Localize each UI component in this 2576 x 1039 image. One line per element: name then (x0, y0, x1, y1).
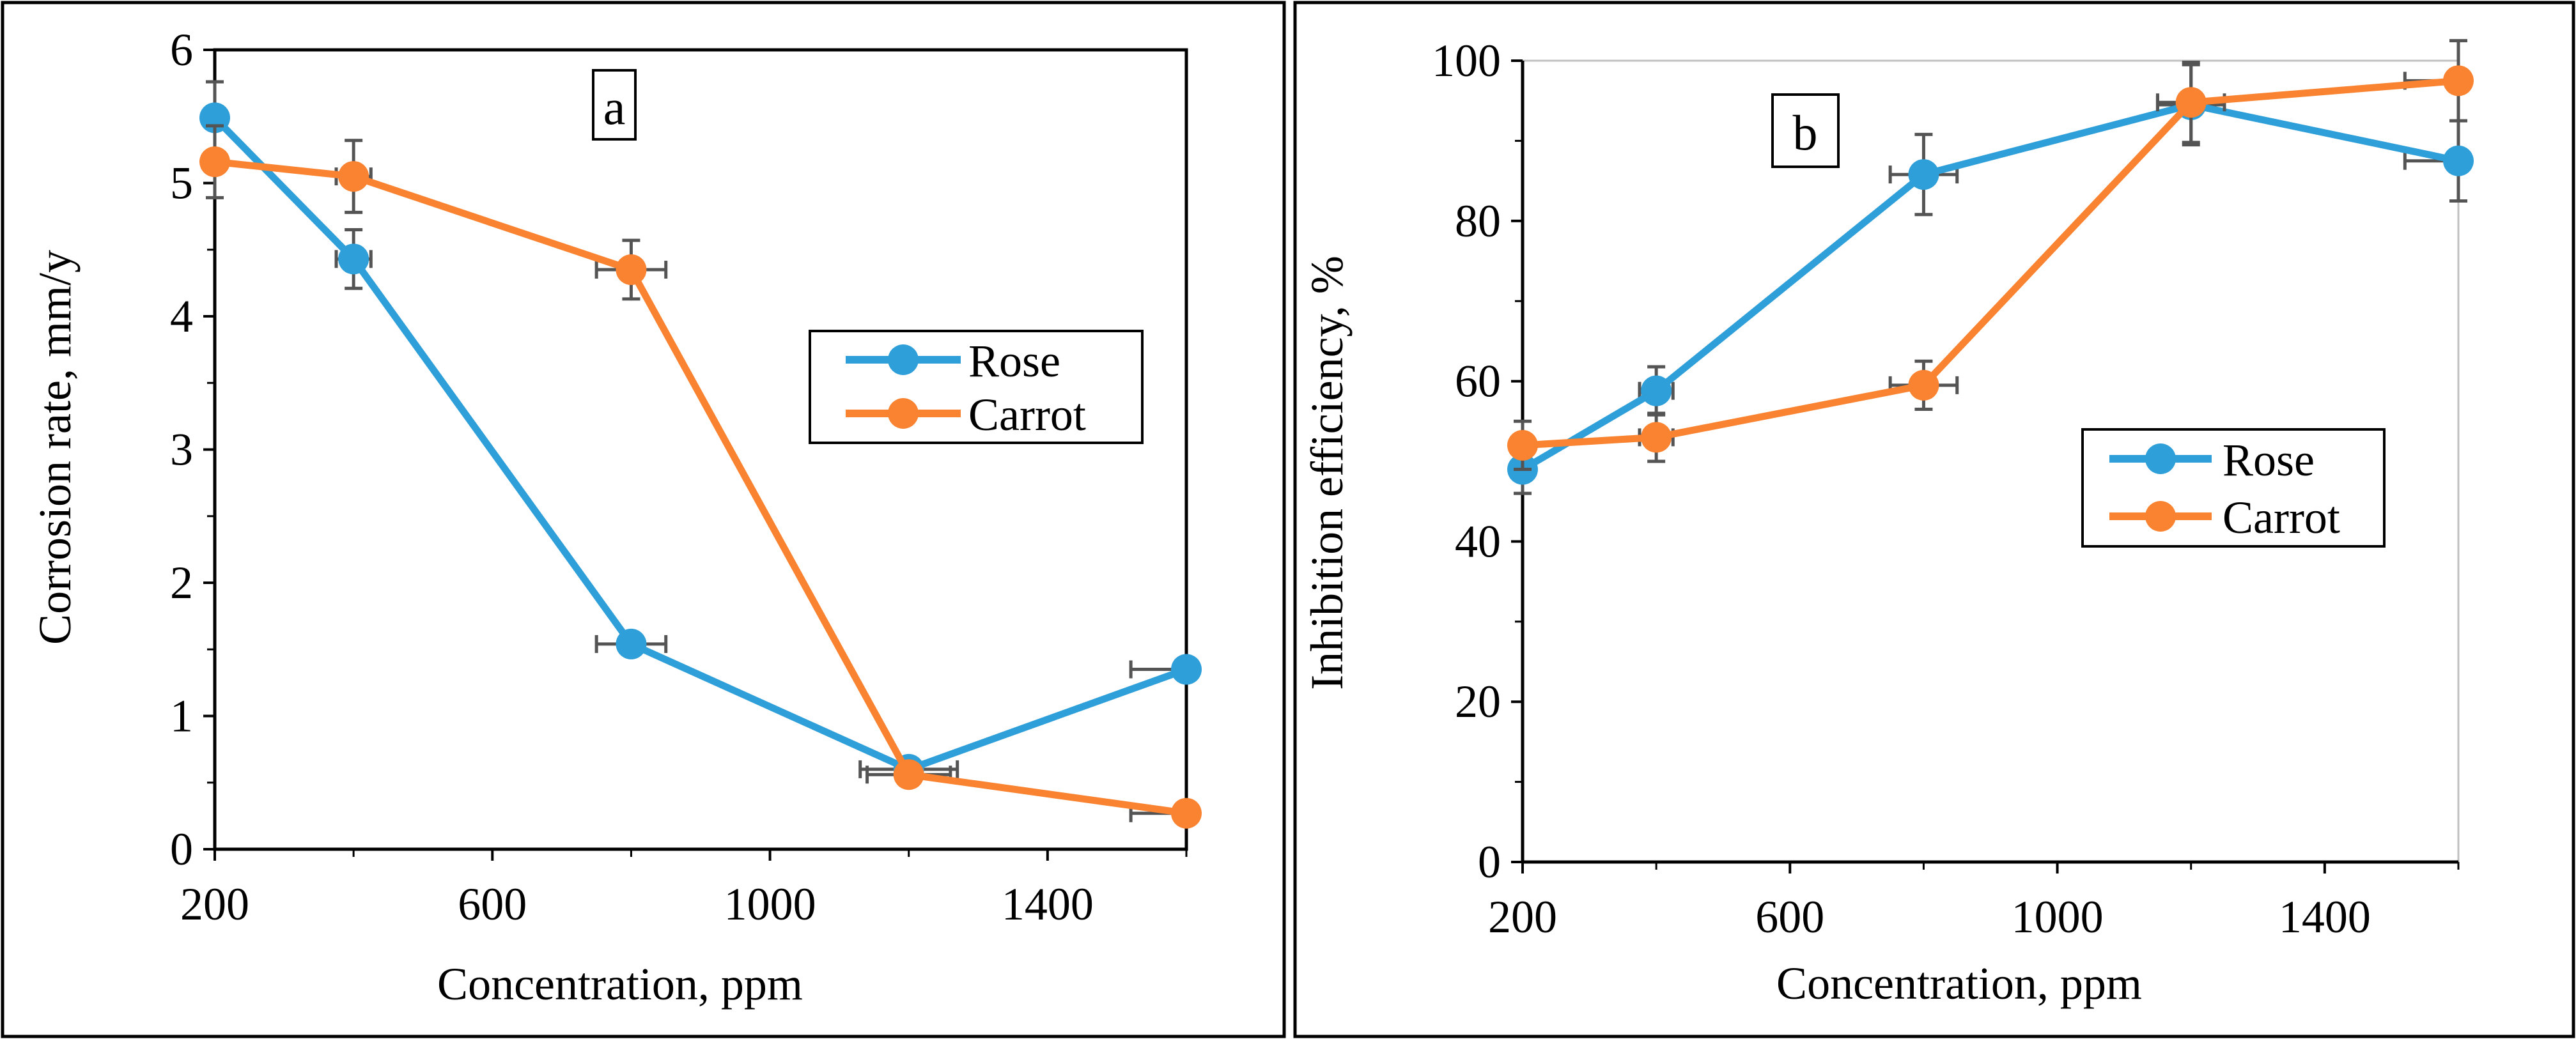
panel-b-legend: Rose Carrot (2081, 428, 2386, 548)
panel-a-legend-rose-marker (888, 344, 919, 375)
panel-b-label-box (1771, 93, 1840, 168)
panel-b-y-tick-label: 0 (1478, 836, 1501, 888)
panel-b-chart: 0 20 40 60 80 100 200 600 1000 1400 b Concentrati… (1301, 35, 2474, 1009)
panel-b-x-axis-title: Concentration, ppm (1776, 958, 2142, 1009)
panel-a-carrot-point (1171, 797, 1202, 829)
panel-a-y-tick-label: 6 (170, 24, 193, 75)
panel-a-legend-carrot-label: Carrot (968, 389, 1086, 440)
panel-a-y-tick-label: 3 (170, 424, 193, 475)
panel-a-rose-point (616, 628, 647, 659)
panel-b-y-tick-label: 80 (1455, 196, 1501, 247)
panel-a-legend-rose-label: Rose (968, 335, 1060, 387)
panel-b-carrot-point (2443, 65, 2474, 96)
panel-a-y-axis-title: Corrosion rate, mm/y (29, 250, 81, 645)
panel-b-frame (1293, 1, 2575, 1038)
panel-a-y-tick-label: 2 (170, 557, 193, 608)
panel-a-chart: 0 1 2 3 4 5 6 200 600 1000 1400 a Concentration, p… (29, 24, 1202, 1010)
panel-b-legend-carrot-marker (2145, 501, 2176, 532)
panel-a-x-tick-label: 1400 (1002, 879, 1094, 930)
panel-a-frame (1, 1, 1286, 1038)
panel-a-label: a (603, 79, 626, 135)
panel-a-rose-point (338, 243, 369, 275)
panel-a-x-axis-title: Concentration, ppm (437, 958, 803, 1010)
panel-b-carrot-point (1507, 429, 1538, 461)
panel-b-y-axis-title: Inhibition efficiency, % (1301, 256, 1353, 690)
panel-a-x-tick-label: 600 (458, 879, 527, 930)
panel-a-y-tick-label: 0 (170, 824, 193, 875)
panel-a-carrot-point (893, 759, 924, 790)
panel-b-x-tick-label: 200 (1488, 891, 1557, 943)
panel-b-y-tick-label: 20 (1455, 676, 1501, 727)
panel-b-rose-point (2443, 145, 2474, 176)
panel-a-carrot-point (616, 254, 647, 286)
panel-b-series (1507, 39, 2474, 495)
panel-b-rose-point (1908, 159, 1939, 190)
panel-a-label-box (592, 69, 637, 141)
panel-a-carrot-point (338, 161, 369, 192)
panel-b-x-tick-label: 1400 (2279, 891, 2371, 943)
panel-b-legend-rose-marker (2145, 443, 2176, 474)
panel-a-x-tick-label: 1000 (724, 879, 816, 930)
panel-b-carrot-point (2175, 87, 2207, 118)
panel-b-x-tick-label: 600 (1755, 891, 1824, 943)
panel-a-legend-box (809, 330, 1144, 444)
panel-a-legend-carrot-marker (888, 398, 919, 429)
panel-b-y-tick-label: 100 (1432, 35, 1501, 86)
panel-b-label: b (1793, 105, 1818, 160)
panel-a-y-tick-label: 1 (170, 691, 193, 742)
panel-b-y-tick-label: 40 (1455, 516, 1501, 567)
panel-b-axes: 0 20 40 60 80 100 200 600 1000 1400 (1432, 35, 2460, 943)
panel-b-carrot-point (1641, 422, 1672, 453)
panel-a-legend: Rose Carrot (809, 330, 1144, 444)
panel-a-y-tick-label: 4 (170, 291, 193, 342)
panel-a-carrot-point (199, 146, 230, 178)
panel-b-carrot-point (1908, 369, 1939, 401)
panel-a-rose-point (1171, 654, 1202, 685)
panel-b-legend-carrot-label: Carrot (2223, 492, 2340, 543)
panel-b-legend-rose-label: Rose (2223, 435, 2315, 486)
panel-a-series (199, 80, 1202, 829)
panel-b-rose-point (1641, 375, 1672, 406)
panel-b-legend-box (2081, 428, 2386, 548)
panel-b-y-tick-label: 60 (1455, 356, 1501, 407)
panel-b-x-tick-label: 1000 (2012, 891, 2104, 943)
panel-a-x-tick-label: 200 (180, 879, 249, 930)
panel-a-y-tick-label: 5 (170, 158, 193, 209)
panel-a-axes: 0 1 2 3 4 5 6 200 600 1000 1400 (170, 24, 1188, 930)
